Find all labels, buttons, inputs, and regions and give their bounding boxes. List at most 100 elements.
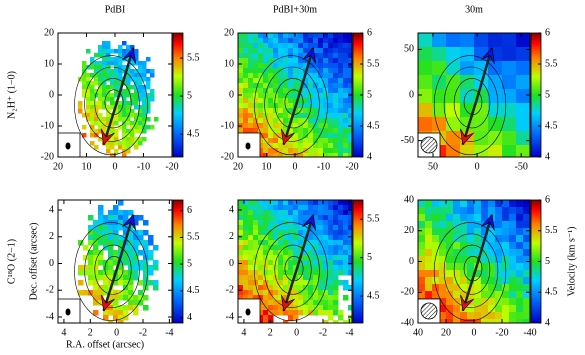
map-pixel [88, 225, 94, 231]
map-pixel [142, 117, 147, 122]
map-pixel [248, 48, 254, 54]
map-pixel [516, 221, 524, 229]
map-pixel [348, 58, 352, 64]
map-pixel [303, 250, 309, 256]
map-pixel [258, 225, 264, 231]
map-pixel [94, 69, 99, 74]
map-pixel [148, 250, 154, 256]
map-pixel [425, 214, 433, 222]
map-pixel [126, 133, 131, 138]
map-pixel [90, 121, 95, 126]
map-pixel [328, 310, 334, 316]
map-pixel [273, 205, 279, 211]
map-pixel [133, 265, 139, 271]
map-pixel [308, 275, 314, 281]
map-pixel [103, 310, 109, 316]
map-pixel [323, 205, 329, 211]
map-pixel [460, 277, 468, 285]
map-pixel [288, 280, 294, 286]
map-pixel [481, 291, 489, 299]
map-pixel [108, 280, 114, 286]
y-tick-label: 50 [404, 44, 414, 55]
map-pixel [273, 133, 279, 139]
map-pixel [303, 230, 309, 236]
map-pixel [258, 270, 264, 276]
map-pixel [293, 63, 299, 69]
colorbar-tick-label: 4.5 [187, 128, 200, 139]
map-pixel [118, 53, 123, 58]
panel-title: PdBI+30m [273, 4, 317, 15]
map-pixel [278, 58, 284, 64]
map-pixel [343, 138, 349, 144]
map-pixel [502, 284, 510, 292]
map-pixel [253, 78, 259, 84]
map-pixel [263, 78, 269, 84]
map-pixel [118, 69, 123, 74]
map-pixel [495, 221, 503, 229]
map-pixel [288, 83, 294, 89]
map-pixel [453, 284, 461, 292]
map-pixel [303, 265, 309, 271]
map-pixel [298, 290, 304, 296]
map-pixel [308, 63, 314, 69]
map-pixel [134, 121, 139, 126]
map-pixel [268, 63, 274, 69]
map-pixel [333, 255, 339, 261]
map-pixel [122, 97, 127, 102]
map-pixel [313, 205, 319, 211]
map-pixel [516, 242, 524, 250]
map-pixel [126, 109, 131, 114]
map-pixel [263, 265, 269, 271]
map-pixel [446, 89, 461, 104]
map-pixel [82, 113, 87, 118]
map-pixel [98, 93, 103, 98]
colorbar-tick-label: 6 [545, 194, 550, 205]
colorbar-tick-label: 5 [367, 89, 372, 100]
row-label: C¹⁸O (2−1) [6, 239, 17, 284]
colorbar-tick-label: 6 [187, 205, 192, 216]
map-pixel [439, 207, 447, 215]
map-pixel [348, 143, 352, 149]
map-pixel [273, 300, 279, 306]
map-pixel [258, 290, 264, 296]
map-pixel [313, 128, 319, 134]
map-pixel [138, 77, 143, 82]
red-arrow-head [100, 128, 115, 146]
map-pixel [268, 123, 274, 129]
map-pixel [146, 101, 151, 106]
map-pixel [130, 137, 135, 142]
map-pixel [248, 290, 254, 296]
map-pixel [130, 121, 135, 126]
map-pixel [102, 129, 107, 134]
map-pixel [98, 215, 104, 221]
map-pixel [263, 270, 269, 276]
contour [264, 233, 320, 308]
map-pixel [308, 230, 314, 236]
map-pixel [474, 221, 482, 229]
map-pixel [288, 73, 294, 79]
map-pixel [425, 291, 433, 299]
map-pixel [432, 249, 440, 257]
map-pixel [467, 235, 475, 243]
map-pixel [303, 128, 309, 134]
map-pixel [143, 260, 149, 266]
map-pixel [122, 69, 127, 74]
map-pixel [481, 242, 489, 250]
map-pixel [138, 81, 143, 86]
map-pixel [278, 255, 284, 261]
map-pixel [146, 93, 151, 98]
map-pixel [258, 250, 264, 256]
colorbar-tick-label: 6 [367, 27, 372, 38]
map-pixel [343, 220, 349, 226]
map-pixel [93, 230, 99, 236]
map-pixel [253, 240, 259, 246]
map-pixel [258, 153, 264, 157]
colorbar-tick-label: 5.5 [187, 232, 200, 243]
beam [245, 142, 251, 150]
map-pixel [318, 38, 324, 44]
map-pixel [253, 68, 259, 74]
map-pixel [293, 310, 299, 316]
map-pixel [142, 73, 147, 78]
map-pixel [114, 129, 119, 134]
map-pixel [509, 298, 517, 306]
